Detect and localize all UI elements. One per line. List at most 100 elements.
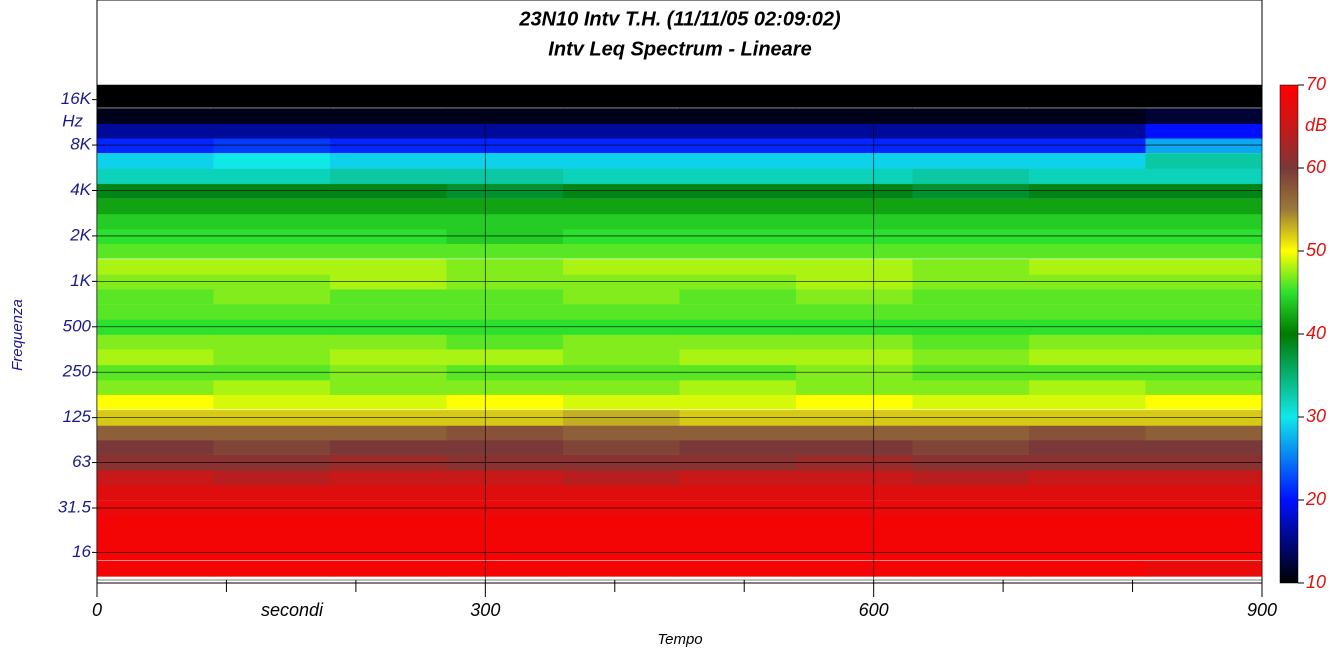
colorbar-tick-label: 30	[1306, 406, 1326, 426]
heatmap-cell	[796, 122, 913, 139]
heatmap-cell	[1145, 561, 1263, 577]
heatmap-cell	[912, 530, 1030, 546]
heatmap-cell	[563, 108, 680, 124]
heatmap-cell	[1029, 198, 1146, 215]
heatmap-cell	[1029, 484, 1146, 501]
heatmap-cell	[97, 530, 214, 546]
heatmap-cell	[563, 242, 680, 259]
heatmap-cell	[563, 561, 680, 577]
heatmap-cell	[563, 439, 680, 455]
heatmap-cell	[446, 304, 564, 320]
heatmap-cell	[912, 333, 1030, 350]
heatmap-cell	[1029, 439, 1146, 455]
heatmap-cell	[679, 288, 797, 305]
heatmap-cell	[563, 153, 680, 169]
heatmap-cell	[912, 304, 1030, 320]
heatmap-cell	[213, 153, 331, 169]
heatmap-cell	[563, 424, 680, 441]
heatmap-cell	[679, 242, 797, 259]
heatmap-cell	[563, 530, 680, 546]
heatmap-cell	[213, 379, 331, 395]
heatmap-cell	[1145, 304, 1263, 320]
heatmap-cell	[563, 470, 680, 486]
colorbar-tick-label: 40	[1306, 323, 1326, 343]
heatmap-cell	[446, 333, 564, 350]
heatmap-cell	[796, 288, 913, 305]
heatmap-cell	[330, 349, 447, 366]
heatmap-cell	[1029, 349, 1146, 366]
heatmap-cell	[330, 379, 447, 395]
heatmap-cell	[213, 515, 331, 532]
heatmap-cell	[563, 168, 680, 184]
heatmap-cell	[213, 242, 331, 259]
x-tick-label: 600	[859, 600, 889, 620]
heatmap-cell	[679, 530, 797, 546]
heatmap-cell	[97, 168, 214, 184]
heatmap-cell	[912, 561, 1030, 577]
y-tick-label: 8K	[70, 135, 91, 154]
heatmap-cell	[912, 242, 1030, 259]
heatmap-cell	[563, 379, 680, 395]
heatmap-cell	[330, 561, 447, 577]
heatmap-cell	[1145, 333, 1263, 350]
heatmap-cell	[213, 108, 331, 124]
heatmap	[97, 85, 1263, 577]
heatmap-cell	[97, 333, 214, 350]
heatmap-cell	[679, 393, 797, 410]
heatmap-cell	[1145, 439, 1263, 455]
heatmap-cell	[330, 333, 447, 350]
heatmap-cell	[563, 85, 680, 94]
heatmap-cell	[912, 349, 1030, 366]
heatmap-cell	[97, 424, 214, 441]
heatmap-cell	[213, 470, 331, 486]
heatmap-cell	[796, 168, 913, 184]
heatmap-cell	[213, 393, 331, 410]
heatmap-cell	[679, 153, 797, 169]
heatmap-cell	[679, 561, 797, 577]
heatmap-cell	[446, 259, 564, 275]
y-tick-label: 2K	[69, 225, 91, 244]
heatmap-cell	[1029, 379, 1146, 395]
heatmap-cell	[679, 470, 797, 486]
heatmap-cell	[446, 242, 564, 259]
heatmap-cell	[330, 198, 447, 215]
heatmap-cell	[796, 304, 913, 320]
heatmap-cell	[679, 304, 797, 320]
heatmap-cell	[446, 470, 564, 486]
heatmap-cell	[330, 530, 447, 546]
heatmap-cell	[1145, 122, 1263, 139]
heatmap-cell	[796, 530, 913, 546]
heatmap-cell	[213, 198, 331, 215]
heatmap-cell	[912, 288, 1030, 305]
heatmap-cell	[446, 153, 564, 169]
heatmap-cell	[330, 153, 447, 169]
y-unit: Hz	[62, 111, 83, 130]
heatmap-cell	[1029, 85, 1146, 94]
heatmap-cell	[1145, 198, 1263, 215]
heatmap-cell	[1145, 424, 1263, 441]
heatmap-cell	[679, 213, 797, 230]
heatmap-cell	[213, 259, 331, 275]
heatmap-cell	[796, 424, 913, 441]
heatmap-cell	[446, 424, 564, 441]
heatmap-cell	[679, 198, 797, 215]
colorbar-label: dB	[1305, 115, 1327, 135]
heatmap-cell	[1145, 349, 1263, 366]
heatmap-cell	[1029, 242, 1146, 259]
x-axis-title: Tempo	[657, 631, 702, 648]
heatmap-cell	[796, 515, 913, 532]
heatmap-cell	[1029, 515, 1146, 532]
heatmap-cell	[679, 484, 797, 501]
heatmap-cell	[213, 122, 331, 139]
heatmap-cell	[796, 484, 913, 501]
y-tick-label: 31.5	[58, 497, 92, 516]
heatmap-cell	[796, 259, 913, 275]
heatmap-cell	[1029, 393, 1146, 410]
heatmap-cell	[97, 379, 214, 395]
heatmap-cell	[563, 393, 680, 410]
heatmap-cell	[213, 213, 331, 230]
y-axis-title: Frequenza	[9, 299, 26, 371]
heatmap-cell	[1029, 561, 1146, 577]
heatmap-cell	[679, 259, 797, 275]
